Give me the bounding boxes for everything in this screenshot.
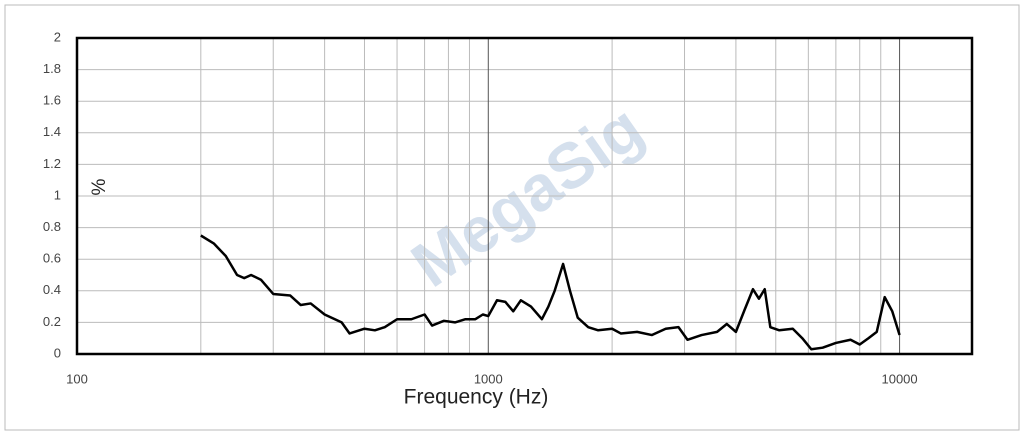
data-line: [200, 234, 901, 351]
y-axis-label: %: [89, 178, 110, 195]
x-axis-label: Frequency (Hz): [404, 386, 549, 409]
plot-border: [75, 36, 974, 356]
y-tick-label: 0.2: [43, 314, 61, 329]
y-tick-label: 1.2: [43, 156, 61, 171]
y-tick-label: 1.4: [43, 124, 61, 139]
frame: [4, 4, 1020, 431]
y-tick-label: 1.8: [43, 61, 61, 76]
y-tick-label: 0.8: [43, 219, 61, 234]
y-tick-label: 0.4: [43, 282, 61, 297]
y-tick-label: 0.6: [43, 251, 61, 266]
y-tick-label: 1: [54, 187, 61, 202]
y-tick-label: 2: [54, 29, 61, 44]
y-tick-label: 0: [54, 345, 61, 360]
x-tick-label: 1000: [474, 371, 503, 386]
y-tick-label: 1.6: [43, 93, 61, 108]
x-tick-label: 10000: [881, 371, 917, 386]
x-tick-label: 100: [66, 371, 88, 386]
